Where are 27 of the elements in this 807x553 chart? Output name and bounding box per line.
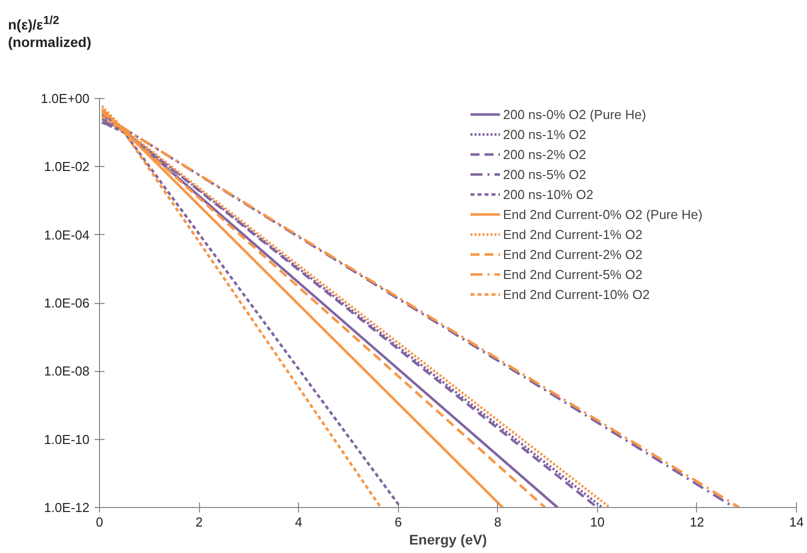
legend-label: 200 ns-10% O2 (503, 186, 594, 202)
legend-label: 200 ns-2% O2 (503, 146, 586, 162)
legend-label: End 2nd Current-0% O2 (Pure He) (503, 206, 702, 222)
x-tick-label: 12 (690, 514, 704, 530)
y-tick-label: 1.0E+00 (40, 91, 90, 106)
x-tick-label: 0 (96, 514, 104, 530)
y-tick-label: 1.0E-04 (44, 227, 90, 242)
y-tick-label: 1.0E-12 (44, 500, 90, 515)
x-tick-label: 8 (494, 514, 502, 530)
legend-label: 200 ns-5% O2 (503, 166, 586, 182)
legend-label: End 2nd Current-2% O2 (503, 246, 642, 262)
x-tick-label: 4 (295, 514, 302, 530)
x-tick-label: 14 (789, 514, 804, 530)
y-tick-label: 1.0E-06 (44, 296, 90, 310)
legend-label: End 2nd Current-1% O2 (503, 226, 642, 242)
y-tick-label: 1.0E-02 (44, 159, 90, 174)
legend-label: 200 ns-1% O2 (503, 126, 586, 142)
x-tick-label: 2 (195, 514, 203, 530)
x-axis-title: Energy (eV) (409, 532, 487, 548)
legend-label: End 2nd Current-10% O2 (503, 286, 650, 302)
y-axis-title: n(ε)/ε$^{1/2}$ (normalized) (8, 14, 92, 52)
y-tick-label: 1.0E-08 (44, 364, 90, 379)
x-tick-label: 10 (590, 514, 605, 530)
legend-label: End 2nd Current-5% O2 (503, 266, 642, 282)
x-tick-label: 6 (394, 514, 402, 530)
y-tick-label: 1.0E-10 (44, 432, 90, 447)
legend-label: 200 ns-0% O2 (Pure He) (503, 106, 646, 122)
